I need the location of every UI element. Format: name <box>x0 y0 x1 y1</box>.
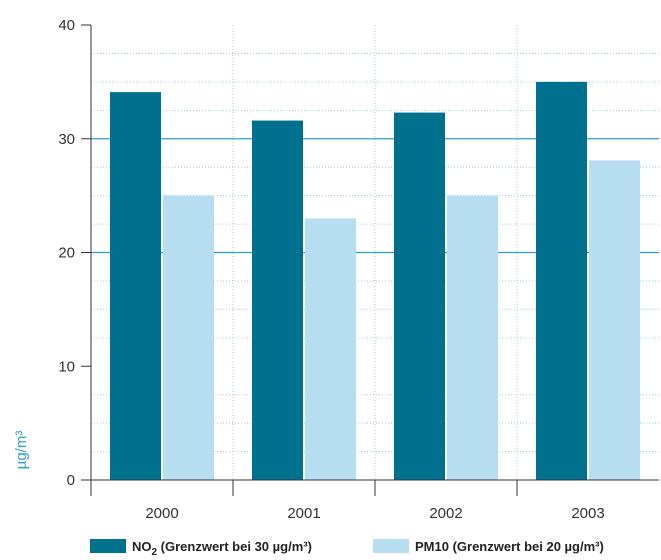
bar-no2-2000 <box>110 92 161 481</box>
x-tick-label-2002: 2002 <box>429 505 462 522</box>
legend-no2-main: NO <box>132 539 152 554</box>
legend-swatch-pm10 <box>373 539 409 553</box>
y-tick-label-40: 40 <box>58 17 75 34</box>
legend-swatch-no2 <box>90 539 126 553</box>
y-tick-label-30: 30 <box>58 131 75 148</box>
axes <box>81 24 659 496</box>
bar-pm10-2002 <box>447 195 498 480</box>
bar-no2-2003 <box>536 81 587 480</box>
bar-no2-2002 <box>394 112 445 481</box>
y-tick-label-0: 0 <box>67 472 75 489</box>
x-tick-label-2001: 2001 <box>287 505 320 522</box>
bar-no2-2001 <box>252 120 303 481</box>
bar-pm10-2000 <box>163 195 214 480</box>
y-tick-label-10: 10 <box>58 358 75 375</box>
legend-label-pm10: PM10 (Grenzwert bei 20 µg/m³) <box>415 539 604 554</box>
legend-no2-rest: (Grenzwert bei 30 µg/m³) <box>157 539 312 554</box>
x-tick-label-2003: 2003 <box>571 505 604 522</box>
y-tick-labels: 0 10 20 30 40 <box>58 17 75 489</box>
legend-label-no2: NO2 (Grenzwert bei 30 µg/m³) <box>132 539 312 558</box>
bar-pm10-2003 <box>589 160 640 481</box>
grid-lines <box>91 25 659 480</box>
legend: NO2 (Grenzwert bei 30 µg/m³) PM10 (Grenz… <box>90 539 604 558</box>
legend-no2-sub: 2 <box>152 547 158 558</box>
bar-pm10-2001 <box>305 218 356 480</box>
y-axis-label: µg/m³ <box>13 431 30 470</box>
bars <box>110 81 640 481</box>
x-tick-label-2000: 2000 <box>145 505 178 522</box>
y-tick-label-20: 20 <box>58 245 75 262</box>
x-tick-labels: 2000 2001 2002 2003 <box>145 505 604 522</box>
